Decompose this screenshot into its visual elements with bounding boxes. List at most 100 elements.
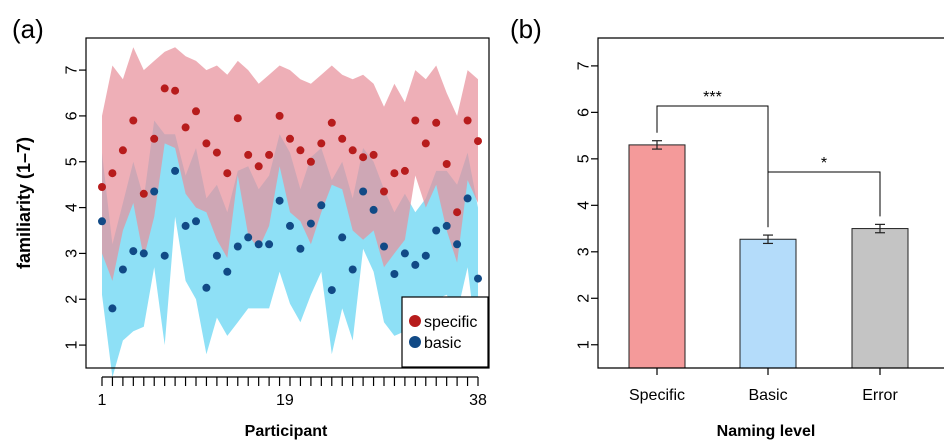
x-tick-label-basic: Basic xyxy=(748,387,787,404)
specific-point xyxy=(380,187,388,196)
basic-point xyxy=(286,221,294,230)
y-tick-label: 4 xyxy=(576,201,593,210)
legend-basic-label: basic xyxy=(424,335,461,352)
basic-point xyxy=(327,286,336,295)
basic-point xyxy=(296,244,305,253)
basic-point xyxy=(369,205,378,214)
significance-bracket xyxy=(656,105,769,228)
a-bands xyxy=(102,47,478,378)
specific-point xyxy=(129,116,138,125)
specific-point xyxy=(118,146,127,155)
basic-point xyxy=(265,240,274,249)
y-tick-label: 5 xyxy=(64,157,81,166)
basic-point xyxy=(463,194,472,203)
y-tick-label: 6 xyxy=(64,111,81,120)
panel-b-label: (b) xyxy=(510,14,542,44)
legend-specific-label: specific xyxy=(424,314,477,331)
specific-point xyxy=(306,157,315,166)
specific-point xyxy=(160,84,169,93)
basic-point xyxy=(212,251,221,260)
basic-point xyxy=(160,251,169,260)
specific-point xyxy=(338,134,347,143)
specific-point xyxy=(400,166,409,175)
basic-point xyxy=(254,240,263,249)
basic-point xyxy=(474,274,482,283)
x-tick-label-error: Error xyxy=(862,387,898,404)
bar-specific xyxy=(628,144,686,369)
specific-point xyxy=(463,116,472,125)
a-points xyxy=(98,84,482,313)
specific-point xyxy=(233,114,242,123)
basic-point xyxy=(129,247,138,256)
specific-point xyxy=(453,208,462,217)
basic-point xyxy=(317,201,326,210)
x-tick-label: 1 xyxy=(98,392,107,409)
y-tick-label: 1 xyxy=(64,341,81,350)
basic-point xyxy=(171,166,180,175)
specific-point xyxy=(359,153,368,162)
y-tick-label: 6 xyxy=(576,108,593,117)
y-tick-label: 2 xyxy=(64,295,81,304)
basic-point xyxy=(223,267,232,276)
y-tick-label: 3 xyxy=(576,247,593,256)
specific-point xyxy=(390,169,399,178)
panel-b-plot-frame xyxy=(597,37,944,369)
specific-point xyxy=(327,118,336,127)
y-tick-label: 2 xyxy=(576,294,593,303)
basic-point xyxy=(411,260,420,269)
specific-point xyxy=(369,150,378,159)
specific-point xyxy=(139,189,148,198)
b-significance: **** xyxy=(656,89,881,228)
panel-b-x-axis-title: Naming level xyxy=(717,423,816,440)
basic-point xyxy=(432,226,441,235)
basic-point xyxy=(442,221,451,230)
x-tick-label: 19 xyxy=(276,392,294,409)
basic-point xyxy=(400,249,409,258)
specific-point xyxy=(348,146,357,155)
specific-point xyxy=(442,160,451,168)
panel-a-x-axis-title: Participant xyxy=(245,423,328,440)
panel-a-label: (a) xyxy=(12,14,44,44)
basic-point xyxy=(139,249,148,258)
specific-range-band xyxy=(102,47,478,281)
basic-point xyxy=(244,233,253,242)
specific-point xyxy=(212,148,221,157)
y-tick-label: 3 xyxy=(64,249,81,258)
specific-point xyxy=(192,107,200,116)
specific-point xyxy=(202,139,211,148)
specific-point xyxy=(275,111,284,120)
panel-b-x-axis: Specific Basic Error xyxy=(629,368,898,404)
legend: specific basic xyxy=(401,296,489,368)
basic-point xyxy=(390,270,399,278)
bar-basic xyxy=(739,238,797,369)
y-tick-label: 7 xyxy=(576,61,593,70)
panel-a-plot-frame xyxy=(85,37,490,369)
panel-a-x-axis: 1 19 38 xyxy=(98,376,487,409)
specific-point xyxy=(98,183,106,191)
y-tick-label: 4 xyxy=(64,203,81,212)
specific-point xyxy=(432,118,441,127)
panel-a-y-axis: 1 2 3 4 5 6 7 xyxy=(64,66,86,350)
basic-point xyxy=(275,196,284,205)
panel-b-y-axis: 1 2 3 4 5 6 7 xyxy=(576,61,598,349)
basic-point xyxy=(233,242,242,251)
specific-point xyxy=(223,169,232,178)
specific-point xyxy=(108,169,117,178)
basic-point xyxy=(118,265,127,274)
basic-point xyxy=(181,221,190,230)
x-tick-label-specific: Specific xyxy=(629,387,685,404)
specific-point xyxy=(181,123,190,132)
legend-basic-marker xyxy=(409,336,421,348)
panel-a: (a) 1 2 3 4 5 6 7 1 19 38 Participant familiarit… xyxy=(12,14,490,440)
basic-point xyxy=(338,233,347,242)
significance-label: * xyxy=(821,155,827,172)
specific-point xyxy=(150,134,159,143)
specific-point xyxy=(421,139,430,148)
significance-bracket xyxy=(767,171,881,228)
legend-box xyxy=(401,296,489,368)
basic-point xyxy=(202,283,211,292)
specific-point xyxy=(317,139,326,148)
specific-point xyxy=(265,150,274,159)
